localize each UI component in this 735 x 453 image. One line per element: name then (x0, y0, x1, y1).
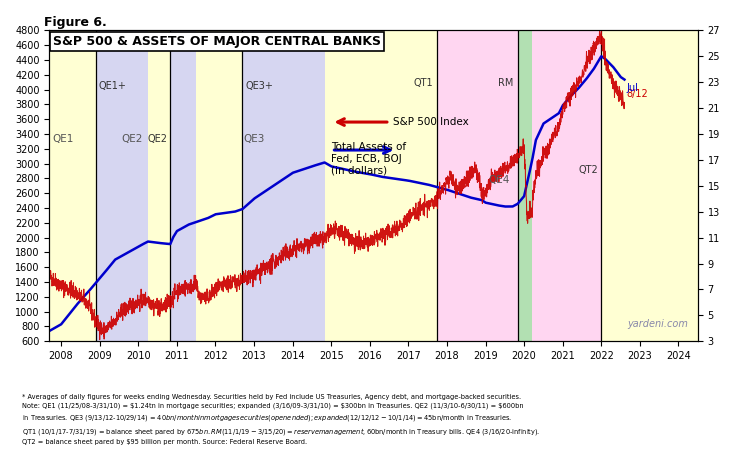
Text: Figure 6.: Figure 6. (44, 16, 107, 29)
Text: Jul: Jul (626, 83, 638, 93)
Text: S&P 500 Index: S&P 500 Index (393, 117, 469, 127)
Bar (532, 30, 601, 341)
Text: RM: RM (498, 78, 514, 88)
Text: QE1+: QE1+ (98, 81, 126, 92)
Text: yardeni.com: yardeni.com (627, 319, 688, 329)
Bar (325, 30, 437, 341)
Text: QE1: QE1 (52, 134, 74, 144)
Bar (171, 30, 196, 341)
Text: QT1: QT1 (413, 78, 433, 88)
Bar (243, 30, 325, 341)
Text: QE4: QE4 (488, 174, 510, 184)
Text: 8/12: 8/12 (626, 89, 648, 99)
Text: QT2: QT2 (578, 165, 598, 175)
Text: QE2: QE2 (147, 134, 167, 144)
Bar (437, 30, 517, 341)
Text: QE2: QE2 (122, 134, 143, 144)
Bar (601, 30, 698, 341)
Bar (96, 30, 148, 341)
Bar (196, 30, 243, 341)
Text: QE3: QE3 (243, 134, 265, 144)
Bar (517, 30, 532, 341)
Bar (49, 30, 96, 341)
Text: S&P 500 & ASSETS OF MAJOR CENTRAL BANKS: S&P 500 & ASSETS OF MAJOR CENTRAL BANKS (53, 35, 381, 48)
Text: * Averages of daily figures for weeks ending Wednesday. Securities held by Fed i: * Averages of daily figures for weeks en… (22, 394, 540, 444)
Text: Total Assets of
Fed, ECB, BOJ
(in dollars): Total Assets of Fed, ECB, BOJ (in dollar… (331, 142, 406, 175)
Text: QE3+: QE3+ (245, 81, 273, 92)
Bar (148, 30, 171, 341)
